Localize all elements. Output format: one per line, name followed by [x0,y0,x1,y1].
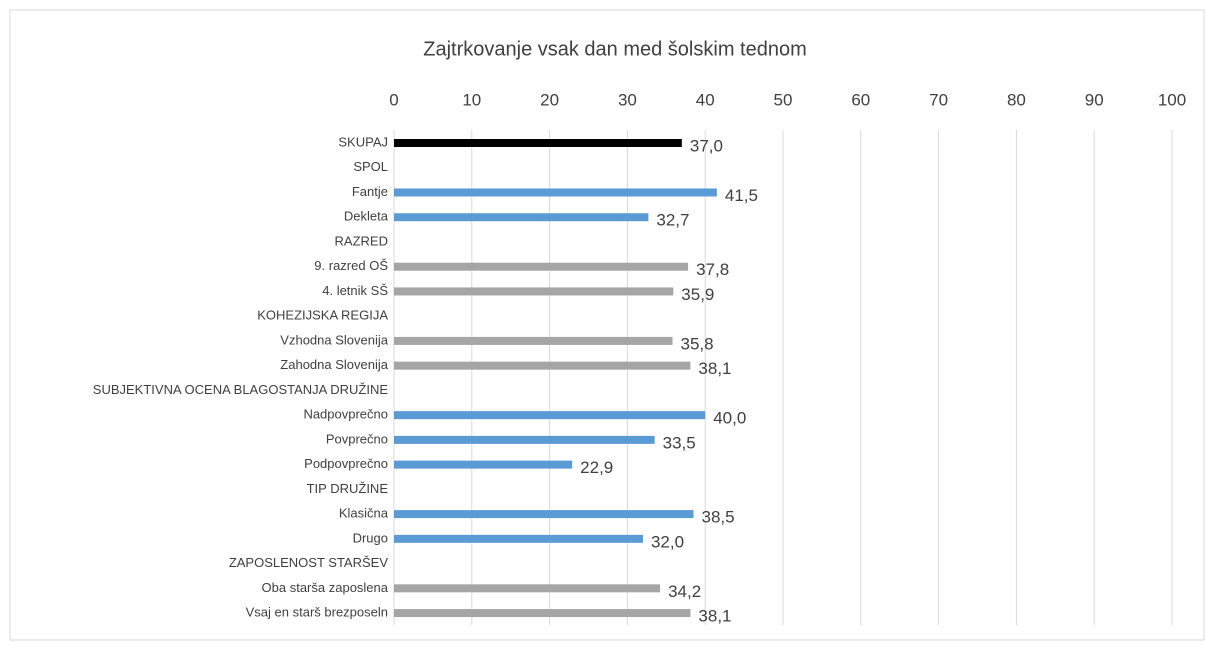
y-tick-label: KOHEZIJSKA REGIJA [257,308,388,323]
y-tick-label: 4. letnik SŠ [322,283,388,298]
y-tick-label: ZAPOSLENOST STARŠEV [229,555,389,570]
value-label: 37,0 [690,136,723,155]
value-label: 37,8 [696,260,729,279]
x-tick-label: 70 [929,90,948,109]
value-label: 41,5 [725,186,758,205]
y-tick-label: TIP DRUŽINE [307,481,389,496]
x-tick-label: 80 [1007,90,1026,109]
value-label: 32,0 [651,532,684,551]
chart-title: Zajtrkovanje vsak dan med šolskim tednom [423,38,807,60]
x-tick-label: 30 [618,90,637,109]
value-label: 40,0 [713,409,746,428]
value-label: 32,7 [656,211,689,230]
y-tick-label: Oba starša zaposlena [262,580,389,595]
y-tick-label: Povprečno [326,431,388,446]
x-tick-label: 100 [1158,90,1186,109]
bar [394,213,649,222]
bar [394,361,691,370]
value-label: 35,9 [681,285,714,304]
bar [394,534,643,543]
value-label: 22,9 [580,458,613,477]
x-tick-label: 50 [774,90,793,109]
x-tick-label: 0 [389,90,398,109]
bar [394,139,682,147]
value-label: 34,2 [668,582,701,601]
x-tick-label: 20 [540,90,559,109]
bar [394,411,706,420]
y-tick-label: Klasična [339,506,389,521]
x-tick-label: 60 [851,90,870,109]
x-tick-label: 40 [696,90,715,109]
bar [394,584,661,593]
y-tick-label: SUBJEKTIVNA OCENA BLAGOSTANJA DRUŽINE [93,382,389,397]
y-tick-label: SPOL [353,159,388,174]
y-tick-label: Podpovprečno [304,456,388,471]
bar [394,188,717,197]
value-label: 33,5 [663,433,696,452]
bar [394,510,694,519]
bar [394,460,573,469]
bar [394,336,673,345]
y-tick-label: 9. razred OŠ [314,258,388,273]
y-tick-label: Vzhodna Slovenija [280,332,388,347]
bar [394,435,655,444]
bar [394,287,674,296]
y-tick-label: Zahodna Slovenija [280,357,388,372]
x-tick-label: 10 [462,90,481,109]
x-tick-label: 90 [1085,90,1104,109]
y-tick-label: RAZRED [335,233,388,248]
y-tick-label: SKUPAJ [338,134,388,149]
bar [394,609,691,618]
y-tick-label: Nadpovprečno [303,407,388,422]
bar [394,262,689,271]
y-tick-label: Fantje [352,184,388,199]
y-tick-label: Drugo [353,530,388,545]
y-tick-label: Vsaj en starš brezposeln [246,604,388,619]
y-tick-label: Dekleta [344,209,389,224]
value-label: 38,1 [698,607,731,626]
value-label: 35,8 [681,334,714,353]
value-label: 38,5 [702,508,735,527]
value-label: 38,1 [698,359,731,378]
